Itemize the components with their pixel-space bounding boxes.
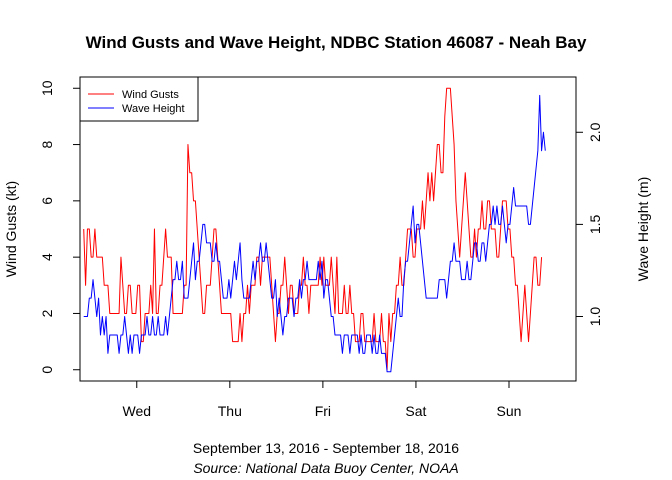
y-left-tick-label: 10: [39, 80, 55, 96]
y-left-tick-label: 2: [39, 309, 55, 317]
x-axis-caption-source: Source: National Data Buoy Center, NOAA: [193, 460, 458, 476]
chart-title: Wind Gusts and Wave Height, NDBC Station…: [86, 33, 587, 52]
x-tick-label: Sun: [497, 403, 522, 419]
y-left-tick-label: 0: [39, 366, 55, 374]
y-axis-left-title: Wind Gusts (kt): [3, 181, 19, 277]
y-right-tick-label: 2.0: [587, 122, 603, 142]
y-axis-right: 1.0 1.5 2.0: [575, 122, 603, 327]
plot-lines: [83, 87, 546, 373]
legend-label-wave-height: Wave Height: [122, 103, 185, 115]
series-line-wave-height: [83, 94, 546, 373]
x-axis-caption-dates: September 13, 2016 - September 18, 2016: [193, 440, 459, 456]
x-tick-label: Wed: [122, 403, 151, 419]
x-tick-label: Thu: [218, 403, 242, 419]
x-axis: Wed Thu Fri Sat Sun: [122, 380, 522, 419]
x-tick-label: Sat: [405, 403, 426, 419]
y-right-tick-label: 1.0: [587, 307, 603, 327]
x-tick-label: Fri: [315, 403, 331, 419]
y-axis-right-title: Wave Height (m): [635, 177, 651, 282]
y-left-tick-label: 8: [39, 140, 55, 148]
legend-box: [79, 76, 199, 122]
series-line-wind-gusts: [83, 87, 543, 371]
y-axis-left: 0 2 4 6 8 10: [39, 80, 81, 374]
y-left-tick-label: 4: [39, 253, 55, 261]
y-right-tick-label: 1.5: [587, 214, 603, 234]
legend: Wind Gusts Wave Height: [79, 76, 199, 122]
y-left-tick-label: 6: [39, 197, 55, 205]
legend-label-wind-gusts: Wind Gusts: [122, 89, 179, 101]
